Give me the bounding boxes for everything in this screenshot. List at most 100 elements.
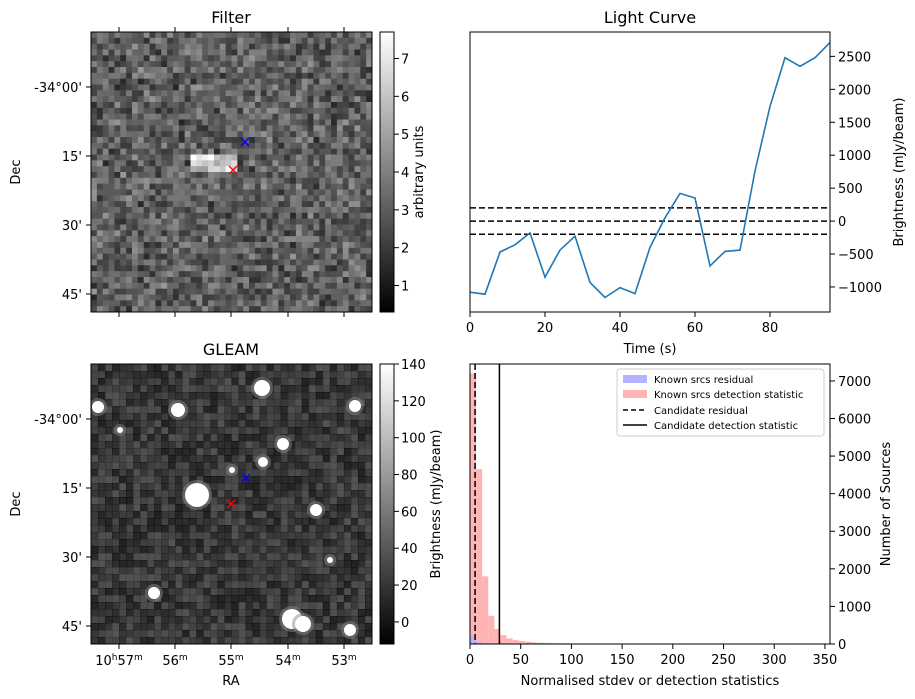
histogram-ylabel: Number of Sources bbox=[879, 442, 894, 567]
ra-tick-label: 55m bbox=[218, 653, 243, 669]
hist-bar-detection bbox=[476, 469, 483, 644]
gleam-colorbar bbox=[379, 363, 395, 645]
light-curve-frame bbox=[469, 31, 831, 313]
hist-bar-detection bbox=[494, 628, 501, 644]
filter-ylabel: Dec bbox=[9, 159, 24, 184]
y-tick-label: 4000 bbox=[838, 488, 871, 503]
legend-known-detection: Known srcs detection statistic bbox=[654, 390, 803, 401]
x-tick-label: 250 bbox=[711, 653, 736, 668]
y-tick-label: −500 bbox=[838, 248, 874, 263]
dec-tick-label: 45' bbox=[62, 288, 82, 303]
red-candidate-marker bbox=[228, 165, 238, 175]
gleam-title: GLEAM bbox=[203, 340, 259, 359]
hist-bar-detection bbox=[500, 634, 507, 644]
ra-tick-label: 10h57m bbox=[95, 653, 143, 669]
filter-y-ticks: -34°00' 15' 30' 45' bbox=[34, 81, 91, 303]
blue-candidate-marker bbox=[241, 473, 251, 483]
colorbar-tick-label: 20 bbox=[401, 579, 418, 594]
hist-bar-detection bbox=[512, 639, 519, 644]
y-tick-label: −1000 bbox=[838, 281, 882, 296]
legend-swatch-known-detection bbox=[623, 390, 647, 398]
colorbar-tick-label: 1 bbox=[401, 280, 409, 295]
gleam-panel: GLEAM -34°00' 15' 30' 45' 10h57m 56m 55m 54m 53… bbox=[9, 340, 444, 689]
light-curve-series bbox=[470, 41, 830, 299]
legend-swatch-known-residual bbox=[623, 375, 647, 383]
colorbar-tick-label: 120 bbox=[401, 395, 426, 410]
light-curve-title: Light Curve bbox=[604, 8, 696, 27]
dec-tick-label: 15' bbox=[62, 150, 82, 165]
colorbar-tick-label: 140 bbox=[401, 358, 426, 373]
y-tick-label: 1500 bbox=[838, 116, 871, 131]
hist-bar-detection bbox=[482, 576, 489, 644]
x-tick-label: 40 bbox=[612, 321, 629, 336]
histogram-panel: 0 50 100 150 200 250 300 350 0 1000 2000 3000 4000 5… bbox=[466, 363, 894, 689]
colorbar-tick-label: 6 bbox=[401, 90, 409, 105]
filter-markers bbox=[228, 137, 250, 175]
colorbar-tick-label: 3 bbox=[401, 204, 409, 219]
y-tick-label: 7000 bbox=[838, 375, 871, 390]
x-tick-label: 350 bbox=[813, 653, 838, 668]
light-curve-panel: Light Curve 0 20 40 60 80 −1000 −500 0 500 1000 1… bbox=[466, 8, 907, 357]
colorbar-tick-label: 0 bbox=[401, 616, 409, 631]
colorbar-tick-label: 60 bbox=[401, 505, 418, 520]
filter-colorbar-ticks: 1 2 3 4 5 6 7 bbox=[394, 52, 409, 295]
hist-bar-detection bbox=[488, 615, 495, 644]
y-tick-label: 500 bbox=[838, 182, 863, 197]
light-curve-ylabel: Brightness (mJy/beam) bbox=[892, 98, 907, 247]
gleam-colorbar-ticks: 0 20 40 60 80 100 120 140 bbox=[394, 358, 426, 631]
y-tick-label: 0 bbox=[838, 638, 846, 653]
gleam-xlabel: RA bbox=[222, 674, 240, 689]
light-curve-thresholds bbox=[470, 207, 830, 236]
hist-bar-detection bbox=[470, 373, 477, 644]
legend-candidate-residual: Candidate residual bbox=[654, 406, 748, 417]
gleam-x-ticks: 10h57m 56m 55m 54m 53m bbox=[95, 644, 357, 669]
ra-tick-label: 53m bbox=[331, 653, 356, 669]
colorbar-tick-label: 2 bbox=[401, 242, 409, 257]
y-tick-label: 2000 bbox=[838, 563, 871, 578]
y-tick-label: 5000 bbox=[838, 450, 871, 465]
histogram-candidate-lines bbox=[474, 364, 501, 644]
hist-bar-residual bbox=[476, 641, 483, 644]
colorbar-tick-label: 5 bbox=[401, 128, 409, 143]
red-candidate-marker bbox=[226, 499, 236, 509]
y-tick-label: 2000 bbox=[838, 83, 871, 98]
colorbar-tick-label: 7 bbox=[401, 52, 409, 67]
histogram-x-ticks: 0 50 100 150 200 250 300 350 bbox=[466, 644, 837, 668]
x-tick-label: 100 bbox=[559, 653, 584, 668]
legend-box bbox=[616, 368, 825, 437]
dec-tick-label: -34°00' bbox=[34, 81, 82, 96]
x-tick-label: 20 bbox=[537, 321, 554, 336]
x-tick-label: 300 bbox=[762, 653, 787, 668]
gleam-markers bbox=[226, 473, 251, 509]
hist-bar-detection bbox=[543, 642, 550, 644]
y-tick-label: 3000 bbox=[838, 525, 871, 540]
hist-bar-detection bbox=[530, 642, 537, 644]
filter-panel: Filter -34°00' 15' 30' 45' Dec 1 2 3 4 5 6 7 arbi… bbox=[9, 8, 427, 317]
colorbar-tick-label: 100 bbox=[401, 432, 426, 447]
ra-tick-label: 54m bbox=[275, 653, 300, 669]
x-tick-label: 60 bbox=[687, 321, 704, 336]
light-curve-y-ticks: −1000 −500 0 500 1000 1500 2000 2500 bbox=[830, 50, 882, 296]
gleam-colorbar-label: Brightness (mJy/beam) bbox=[429, 430, 444, 579]
colorbar-tick-label: 80 bbox=[401, 469, 418, 484]
filter-colorbar-label: arbitrary units bbox=[412, 125, 427, 218]
histogram-legend: Known srcs residual Known srcs detection… bbox=[616, 368, 825, 437]
ra-tick-label: 56m bbox=[162, 653, 187, 669]
y-tick-label: 2500 bbox=[838, 50, 871, 65]
histogram-frame bbox=[469, 363, 831, 645]
histogram-xlabel: Normalised stdev or detection statistics bbox=[521, 674, 780, 689]
dec-tick-label: -34°00' bbox=[34, 413, 82, 428]
dec-tick-label: 30' bbox=[62, 219, 82, 234]
blue-candidate-marker bbox=[240, 137, 250, 147]
colorbar-tick-label: 40 bbox=[401, 542, 418, 557]
x-tick-label: 50 bbox=[512, 653, 529, 668]
hist-bar-residual bbox=[470, 636, 477, 644]
legend-known-residual: Known srcs residual bbox=[654, 375, 753, 386]
x-tick-label: 0 bbox=[466, 653, 474, 668]
hist-bar-detection bbox=[524, 641, 531, 644]
filter-colorbar bbox=[379, 31, 395, 313]
y-tick-label: 1000 bbox=[838, 600, 871, 615]
x-tick-label: 200 bbox=[660, 653, 685, 668]
hist-bar-detection bbox=[518, 640, 525, 644]
